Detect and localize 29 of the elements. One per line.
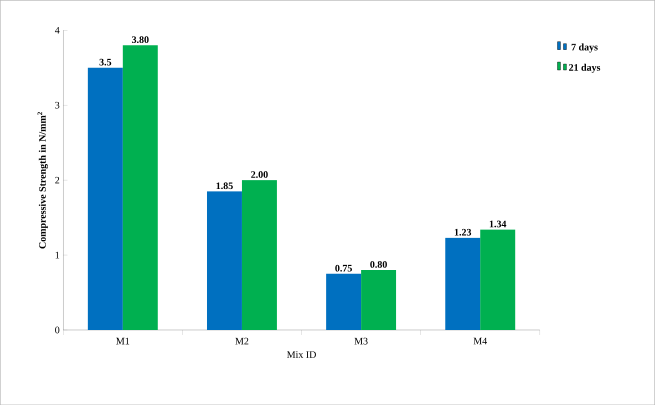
bar [445,238,480,330]
bar [88,68,123,330]
y-axis-title: Compressive Strength in N/mm$^{2}$ [38,112,48,248]
x-tick-label: M3 [354,338,368,344]
x-tick-label: M4 [474,338,487,344]
y-tick-label: 2 [55,176,60,184]
data-label: 0.80 [370,260,387,268]
bar [122,45,158,330]
data-label: 3.80 [132,36,149,43]
bar [206,191,242,330]
data-label: 3.5 [99,58,112,66]
data-label: 1.34 [490,220,506,228]
bar [480,229,516,330]
data-label: 0.75 [335,264,352,272]
bar [361,270,396,330]
data-label: 1.23 [454,228,472,236]
data-label: 1.85 [216,182,233,190]
y-tick-label: 4 [54,26,60,34]
x-tick-label: M1 [116,338,130,344]
y-tick-label: 0 [55,326,60,334]
y-tick-label: 1 [56,252,60,258]
x-tick-label: M2 [235,338,248,344]
legend-label: 7 days [572,43,598,52]
data-label: 2.00 [251,171,268,178]
legend-label: 21 days [569,64,600,73]
bar [326,274,362,330]
x-axis-title: Mix ID [287,351,316,358]
y-tick-label: 3 [55,102,60,108]
bar [242,180,277,330]
